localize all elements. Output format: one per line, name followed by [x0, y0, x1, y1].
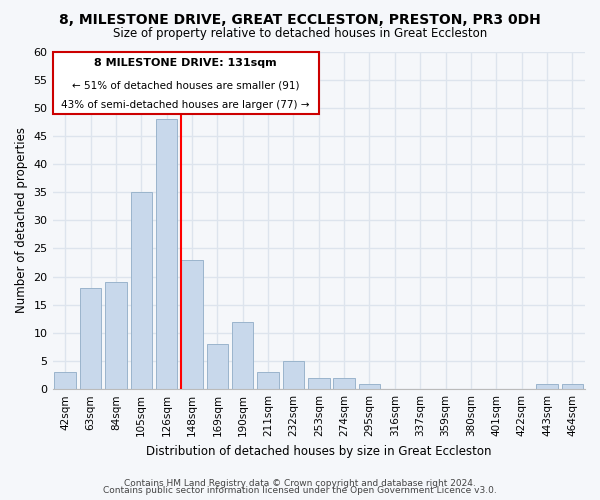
- Text: ← 51% of detached houses are smaller (91): ← 51% of detached houses are smaller (91…: [72, 80, 299, 90]
- FancyBboxPatch shape: [53, 52, 319, 114]
- Bar: [156, 119, 178, 389]
- Bar: [55, 372, 76, 389]
- Bar: [308, 378, 329, 389]
- Bar: [105, 282, 127, 389]
- Bar: [232, 322, 253, 389]
- Y-axis label: Number of detached properties: Number of detached properties: [15, 128, 28, 314]
- Bar: [334, 378, 355, 389]
- Bar: [80, 288, 101, 389]
- Text: 8, MILESTONE DRIVE, GREAT ECCLESTON, PRESTON, PR3 0DH: 8, MILESTONE DRIVE, GREAT ECCLESTON, PRE…: [59, 12, 541, 26]
- Text: Contains HM Land Registry data © Crown copyright and database right 2024.: Contains HM Land Registry data © Crown c…: [124, 478, 476, 488]
- Bar: [131, 192, 152, 389]
- Bar: [257, 372, 279, 389]
- Text: 8 MILESTONE DRIVE: 131sqm: 8 MILESTONE DRIVE: 131sqm: [94, 58, 277, 68]
- Text: Contains public sector information licensed under the Open Government Licence v3: Contains public sector information licen…: [103, 486, 497, 495]
- Bar: [181, 260, 203, 389]
- Text: Size of property relative to detached houses in Great Eccleston: Size of property relative to detached ho…: [113, 28, 487, 40]
- X-axis label: Distribution of detached houses by size in Great Eccleston: Distribution of detached houses by size …: [146, 444, 491, 458]
- Bar: [206, 344, 228, 389]
- Bar: [283, 361, 304, 389]
- Bar: [536, 384, 558, 389]
- Bar: [359, 384, 380, 389]
- Text: 43% of semi-detached houses are larger (77) →: 43% of semi-detached houses are larger (…: [61, 100, 310, 110]
- Bar: [562, 384, 583, 389]
